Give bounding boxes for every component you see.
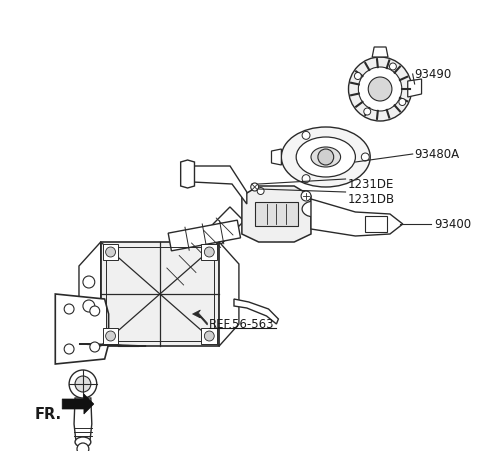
Polygon shape <box>74 398 92 442</box>
Polygon shape <box>156 207 244 296</box>
Circle shape <box>348 58 412 122</box>
Circle shape <box>69 370 97 398</box>
Ellipse shape <box>296 138 355 178</box>
Polygon shape <box>180 166 247 205</box>
Ellipse shape <box>281 128 370 188</box>
Polygon shape <box>62 394 94 414</box>
Polygon shape <box>272 150 281 166</box>
Circle shape <box>399 99 406 106</box>
Circle shape <box>251 184 259 192</box>
Text: 1231DE: 1231DE <box>348 178 394 191</box>
Polygon shape <box>311 199 403 236</box>
Circle shape <box>90 306 100 316</box>
Polygon shape <box>180 161 194 189</box>
Circle shape <box>318 150 334 166</box>
Circle shape <box>364 109 371 116</box>
Circle shape <box>368 78 392 102</box>
Circle shape <box>301 192 311 202</box>
Circle shape <box>302 175 310 183</box>
Circle shape <box>64 304 74 314</box>
Text: 1231DB: 1231DB <box>348 193 395 206</box>
Ellipse shape <box>302 202 326 217</box>
Polygon shape <box>202 244 217 260</box>
Polygon shape <box>101 243 219 346</box>
Circle shape <box>90 342 100 352</box>
Text: REF.56-563: REF.56-563 <box>209 318 275 331</box>
Polygon shape <box>192 310 207 325</box>
Polygon shape <box>234 299 278 324</box>
Circle shape <box>83 276 95 288</box>
Ellipse shape <box>311 147 341 168</box>
Circle shape <box>64 344 74 354</box>
Polygon shape <box>79 243 101 346</box>
Circle shape <box>359 68 402 112</box>
Polygon shape <box>365 216 387 232</box>
Polygon shape <box>202 328 217 344</box>
Text: 93490: 93490 <box>415 69 452 81</box>
Polygon shape <box>103 328 119 344</box>
Circle shape <box>361 154 369 161</box>
Circle shape <box>75 376 91 392</box>
Polygon shape <box>255 202 298 226</box>
Ellipse shape <box>316 206 336 220</box>
Circle shape <box>354 74 361 80</box>
Polygon shape <box>372 48 388 58</box>
Polygon shape <box>103 244 119 260</box>
Ellipse shape <box>328 208 344 221</box>
Circle shape <box>106 331 116 341</box>
Text: 93480A: 93480A <box>415 148 460 161</box>
Polygon shape <box>242 187 311 243</box>
Polygon shape <box>55 295 108 364</box>
Circle shape <box>83 300 95 312</box>
Circle shape <box>204 331 214 341</box>
Circle shape <box>257 188 264 195</box>
Polygon shape <box>408 80 421 98</box>
Text: 93400: 93400 <box>434 218 471 231</box>
Polygon shape <box>79 344 146 346</box>
Circle shape <box>106 248 116 258</box>
Text: FR.: FR. <box>35 407 61 422</box>
Circle shape <box>302 132 310 140</box>
Circle shape <box>389 64 396 71</box>
Polygon shape <box>168 221 240 251</box>
Circle shape <box>204 248 214 258</box>
Ellipse shape <box>75 437 91 447</box>
Circle shape <box>77 443 89 451</box>
Polygon shape <box>219 243 239 346</box>
